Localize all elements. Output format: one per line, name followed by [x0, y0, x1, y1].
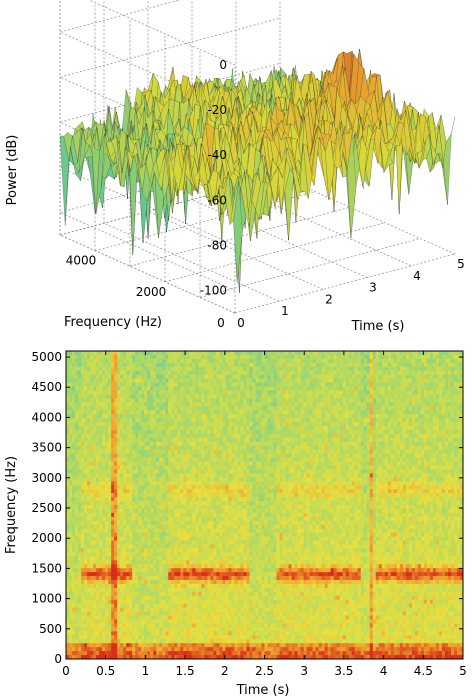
- spectrogram-x-tick-label: 3.5: [334, 664, 353, 678]
- time-tick-label: 1: [281, 304, 289, 318]
- spectrogram-y-tick-label: 1500: [31, 561, 62, 575]
- z-tick-label: -20: [207, 103, 227, 117]
- spectrogram-x-tick-label: 5: [459, 664, 467, 678]
- frequency-tick-label: 2000: [136, 285, 167, 299]
- spectrogram-x-tick-label: 1.5: [176, 664, 195, 678]
- surface-plot: 0 -20 -40 -60 -80 -100 0 1 2 3 4 5 0 2000 4000 Power…: [5, 0, 465, 334]
- spectrogram-y-tick-label: 0: [54, 652, 62, 666]
- z-axis-label: Power (dB): [5, 135, 20, 206]
- spectrogram-x-tick-label: 2: [221, 664, 229, 678]
- z-tick-label: -100: [200, 283, 227, 297]
- z-tick-label: -80: [207, 238, 227, 252]
- z-tick-label: -40: [207, 148, 227, 162]
- spectrogram-x-ticks: 0 0.5 1 1.5 2 2.5 3 3.5 4 4.5 5: [62, 351, 467, 678]
- spectrogram-x-tick-label: 1: [142, 664, 150, 678]
- frequency-tick-label: 0: [217, 316, 225, 330]
- spectrogram-y-tick-label: 3500: [31, 441, 62, 455]
- surface-mesh: [59, 49, 456, 293]
- spectrogram-y-axis-label: Frequency (Hz): [4, 456, 19, 554]
- spectrogram-x-tick-label: 4.5: [414, 664, 433, 678]
- spectrogram-y-tick-label: 5000: [31, 350, 62, 364]
- frequency-tick-label: 4000: [66, 254, 97, 268]
- spectrogram-x-tick-label: 0.5: [96, 664, 115, 678]
- spectrogram-y-tick-label: 2000: [31, 531, 62, 545]
- time-tick-labels: 0 1 2 3 4 5: [237, 257, 465, 330]
- time-tick-label: 5: [457, 257, 465, 271]
- surface-x-axis-label: Time (s): [351, 319, 405, 334]
- spectrogram-y-tick-label: 1000: [31, 592, 62, 606]
- z-tick-label: -60: [207, 193, 227, 207]
- surface-y-axis-label: Frequency (Hz): [64, 315, 162, 330]
- z-tick-label: 0: [219, 58, 227, 72]
- spectrogram-y-tick-label: 4500: [31, 380, 62, 394]
- spectrogram-y-tick-label: 3000: [31, 471, 62, 485]
- spectrogram-x-tick-label: 0: [62, 664, 70, 678]
- time-tick-label: 4: [413, 269, 421, 283]
- spectrogram-x-tick-label: 2.5: [255, 664, 274, 678]
- spectrogram-y-tick-label: 2500: [31, 501, 62, 515]
- time-tick-label: 3: [369, 281, 377, 295]
- spectrogram-x-tick-label: 3: [300, 664, 308, 678]
- time-tick-label: 0: [237, 316, 245, 330]
- spectrogram-y-tick-label: 4000: [31, 410, 62, 424]
- spectrogram-cells: [66, 351, 464, 660]
- frequency-tick-labels: 0 2000 4000: [66, 254, 225, 330]
- spectrogram-x-axis-label: Time (s): [236, 683, 290, 698]
- spectrogram-x-tick-label: 4: [380, 664, 388, 678]
- spectrogram-plot: 0 0.5 1 1.5 2 2.5 3 3.5 4 4.5 5 0 500 1000 1500 2000 25…: [4, 350, 467, 698]
- spectrogram-y-tick-label: 500: [39, 622, 62, 636]
- z-tick-labels: 0 -20 -40 -60 -80 -100: [200, 58, 227, 297]
- spectrogram-y-ticks: 0 500 1000 1500 2000 2500 3000 3500 4000 4500 5000: [31, 350, 463, 666]
- time-tick-label: 2: [325, 292, 333, 306]
